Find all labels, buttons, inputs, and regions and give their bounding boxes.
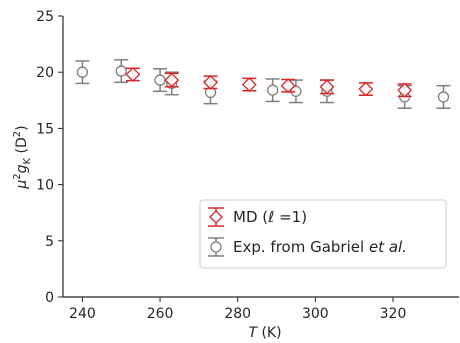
y-tick-label: 10 [36, 178, 54, 194]
exp-marker [437, 91, 450, 103]
legend-exp-label: Exp. from Gabriel et al. [233, 238, 407, 256]
y-tick-label: 0 [45, 290, 54, 306]
legend-md-label: MD (ℓ =1) [233, 208, 307, 226]
md-marker [125, 67, 141, 82]
exp-marker [115, 65, 127, 77]
y-ticks: 0 5 10 15 20 25 [36, 9, 63, 306]
legend-frame [199, 199, 447, 269]
md-point [397, 82, 413, 98]
md-marker [164, 72, 180, 88]
x-tick-label: 240 [69, 306, 96, 322]
md-point [241, 77, 257, 92]
x-tick-label: 300 [302, 306, 329, 322]
x-ticks: 240 260 280 300 320 [69, 297, 406, 322]
md-marker [241, 77, 257, 92]
md-point [203, 74, 218, 90]
md-point [164, 72, 180, 88]
exp-point [436, 84, 451, 109]
md-marker [397, 82, 413, 98]
md-marker [358, 81, 374, 97]
exp-point [114, 59, 129, 84]
exp-marker [154, 74, 166, 86]
series-exp-gabriel [75, 59, 451, 109]
series-md [125, 67, 413, 98]
x-tick-label: 320 [380, 306, 407, 322]
exp-marker [266, 84, 279, 96]
md-point [125, 67, 141, 82]
x-tick-label: 280 [224, 306, 251, 322]
exp-point [265, 78, 280, 103]
md-point [319, 79, 335, 95]
y-axis-label: μ2gK (D2) [12, 125, 33, 189]
md-marker [280, 78, 296, 94]
md-marker [319, 79, 335, 95]
md-marker [203, 74, 218, 90]
y-tick-label: 20 [36, 65, 54, 81]
x-axis-label: T (K) [248, 325, 281, 341]
y-tick-label: 25 [36, 9, 54, 25]
md-point [358, 81, 374, 97]
y-tick-label: 15 [36, 121, 54, 137]
y-tick-label: 5 [45, 234, 54, 250]
legend-exp-handle [208, 237, 224, 257]
md-point [280, 78, 296, 94]
legend: MD (ℓ =1) Exp. from Gabriel et al. [199, 199, 447, 269]
legend-md-handle [208, 207, 224, 227]
exp-point [75, 60, 90, 85]
exp-marker [76, 66, 89, 78]
x-tick-label: 260 [147, 306, 174, 322]
